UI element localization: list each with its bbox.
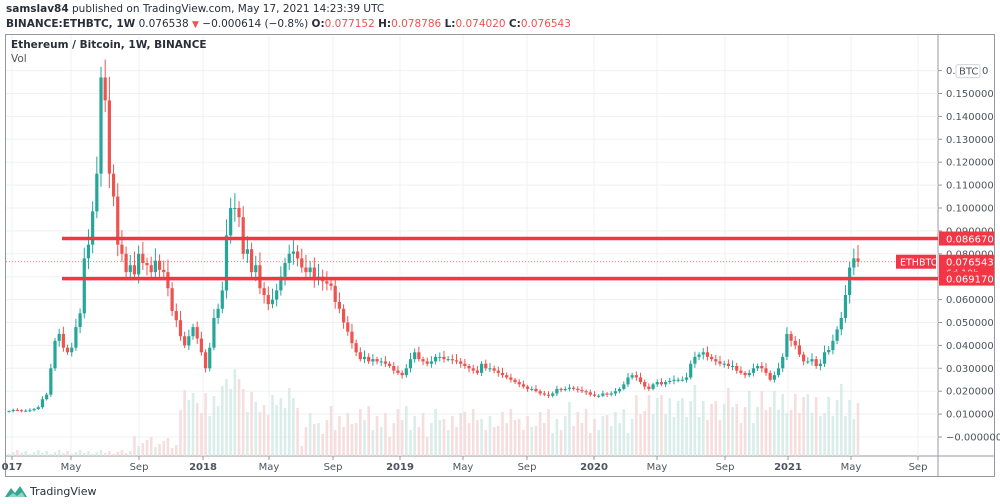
price-tick-label: 0.040000 — [946, 341, 994, 352]
price-tick-label: 0.1 — [946, 66, 962, 77]
price-tick-label: 0.020000 — [946, 387, 994, 398]
low-label: L: — [444, 18, 456, 30]
tradingview-logo-icon — [5, 486, 27, 497]
price-tick-label: −0.000000 — [946, 433, 1000, 444]
chart-frame[interactable] — [5, 34, 995, 477]
time-tick-label: May — [61, 462, 82, 473]
time-tick-label: 2018 — [189, 462, 217, 473]
time-tick-label: Sep — [324, 462, 343, 473]
publish-info: samslav84 published on TradingView.com, … — [6, 3, 384, 15]
time-tick-label: 2019 — [386, 462, 414, 473]
price-tick-label: 0.120000 — [946, 158, 994, 169]
time-tick-label: 2020 — [580, 462, 608, 473]
time-tick-label: May — [647, 462, 668, 473]
time-tick-label: 2021 — [774, 462, 802, 473]
close-value: 0.076543 — [520, 18, 571, 30]
time-tick-label: Sep — [130, 462, 149, 473]
price-tick-label: 0.110000 — [946, 181, 994, 192]
price-tick-label: 0.060000 — [946, 295, 994, 306]
published-text: published on TradingView.com, May 17, 20… — [72, 3, 385, 15]
chart-title: Ethereum / Bitcoin, 1W, BINANCE — [11, 39, 207, 51]
ohlc-line: BINANCE:ETHBTC, 1W 0.076538 ▼ −0.000614 … — [6, 18, 571, 30]
currency-badge: BTC — [955, 64, 981, 79]
price-tick-label: 0.130000 — [946, 135, 994, 146]
open-value: 0.077152 — [324, 18, 375, 30]
resistance-price-badge: 0.086670 — [939, 231, 994, 246]
low-value: 0.074020 — [455, 18, 506, 30]
price-change: −0.000614 (−0.8%) — [202, 18, 309, 30]
high-label: H: — [378, 18, 392, 30]
candles — [7, 59, 860, 413]
svg-text:0.086670: 0.086670 — [946, 235, 994, 246]
time-tick-label: May — [259, 462, 280, 473]
price-tick-label: 0.050000 — [946, 318, 994, 329]
svg-text:0: 0 — [982, 66, 988, 77]
publisher-name: samslav84 — [6, 3, 69, 15]
high-value: 0.078786 — [391, 18, 442, 30]
price-tick-label: 0.030000 — [946, 364, 994, 375]
down-arrow-icon: ▼ — [192, 20, 199, 30]
time-tick-label: May — [453, 462, 474, 473]
brand-name: TradingView — [30, 484, 97, 498]
price-tick-label: 0.150000 — [946, 89, 994, 100]
symbol-label: BINANCE:ETHBTC, 1W — [6, 18, 136, 30]
svg-text:0.076543: 0.076543 — [946, 258, 994, 269]
svg-text:ETHBTC: ETHBTC — [900, 258, 938, 269]
svg-text:BTC: BTC — [959, 67, 978, 78]
volume-bars — [7, 369, 860, 456]
close-label: C: — [508, 18, 521, 30]
symbol-tag: ETHBTC — [896, 254, 938, 269]
price-tick-label: 0.140000 — [946, 112, 994, 123]
time-tick-label: May — [841, 462, 862, 473]
last-price: 0.076538 — [138, 18, 189, 30]
support-price-badge: 0.069170 — [939, 271, 994, 286]
time-tick-label: Sep — [909, 462, 928, 473]
price-tick-label: 0.100000 — [946, 204, 994, 215]
time-tick-label: 017 — [2, 462, 23, 473]
price-tick-label: 0.010000 — [946, 410, 994, 421]
time-tick-label: Sep — [716, 462, 735, 473]
tradingview-brand[interactable]: TradingView — [5, 484, 96, 498]
chart-legend: Ethereum / Bitcoin, 1W, BINANCE Vol — [11, 39, 207, 65]
time-tick-label: Sep — [518, 462, 537, 473]
volume-label: Vol — [11, 53, 27, 65]
open-label: O: — [311, 18, 325, 30]
svg-text:0.069170: 0.069170 — [946, 275, 994, 286]
